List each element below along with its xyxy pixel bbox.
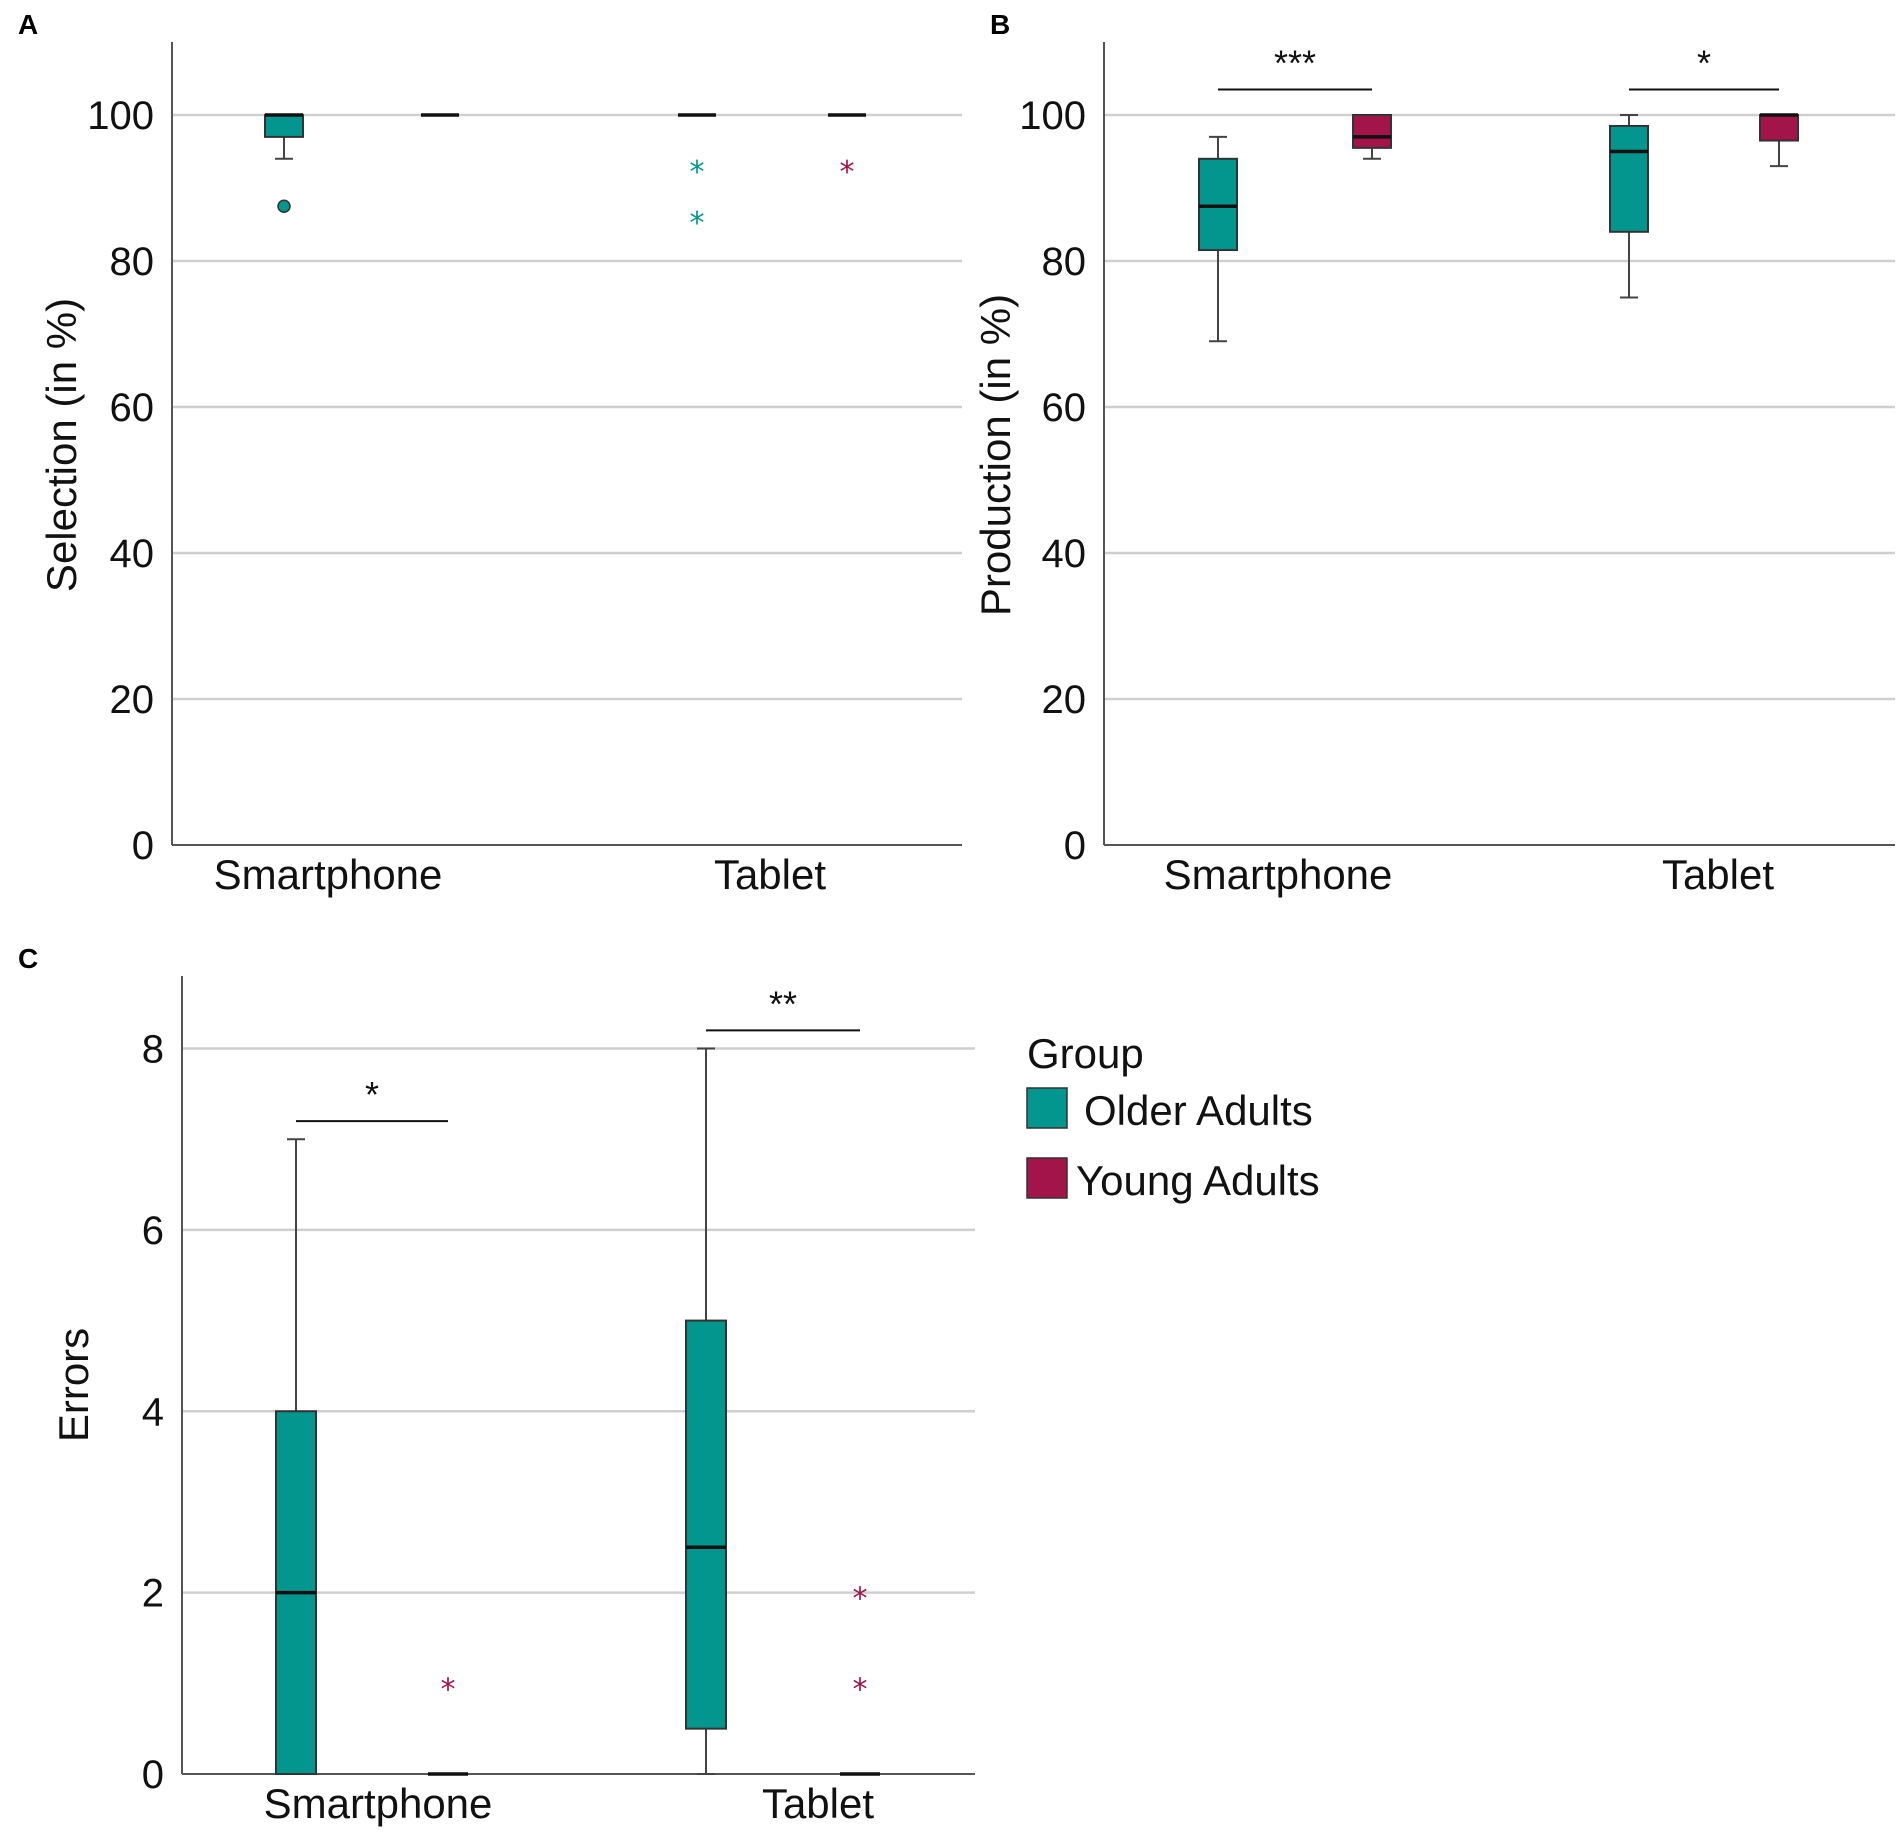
- y-tick-a-20: 20: [110, 678, 155, 722]
- y-tick-c-8: 8: [142, 1028, 164, 1072]
- y-tick-a-60: 60: [110, 386, 155, 430]
- y-tick-b-60: 60: [1042, 386, 1087, 430]
- y-tick-c-2: 2: [142, 1572, 164, 1616]
- legend-swatch-young-adults: [1026, 1157, 1068, 1199]
- x-tick-a-smartphone: Smartphone: [214, 851, 443, 898]
- box-c-tablet-young-adults-extreme-0: *: [853, 1582, 868, 1617]
- box-c-smartphone-young-adults-extreme-0: *: [441, 1672, 456, 1707]
- legend: Group Older Adults Young Adults: [1026, 1030, 1320, 1204]
- box-a-smartphone-older-adults-outlier-0: [277, 199, 291, 213]
- x-tick-b-smartphone: Smartphone: [1164, 851, 1393, 898]
- y-axis-title-a: Selection (in %): [38, 298, 85, 592]
- panel-label-c: C: [18, 943, 38, 974]
- x-tick-c-tablet: Tablet: [762, 1780, 874, 1827]
- box-c-tablet-older-adults-body: [685, 1319, 727, 1730]
- box-b-tablet-young-adults-body: [1759, 114, 1799, 142]
- panel-label-a: A: [18, 9, 38, 40]
- y-tick-b-40: 40: [1042, 532, 1087, 576]
- legend-label-young-adults: Young Adults: [1076, 1157, 1320, 1204]
- box-a-tablet-older-adults-extreme-1: *: [690, 206, 705, 241]
- box-a-tablet-older-adults-extreme-0: *: [690, 155, 705, 190]
- significance-label-c-smartphone: *: [365, 1074, 379, 1115]
- y-axis-title-b: Production (in %): [972, 294, 1019, 616]
- panel-label-b: B: [990, 9, 1010, 40]
- y-tick-a-40: 40: [110, 532, 155, 576]
- x-tick-b-tablet: Tablet: [1662, 851, 1774, 898]
- x-tick-c-smartphone: Smartphone: [264, 1780, 493, 1827]
- y-tick-c-6: 6: [142, 1209, 164, 1253]
- legend-title: Group: [1027, 1030, 1144, 1077]
- significance-label-b-smartphone: ***: [1274, 42, 1316, 83]
- y-tick-c-4: 4: [142, 1390, 164, 1434]
- legend-swatch-older-adults: [1026, 1087, 1068, 1129]
- x-tick-a-tablet: Tablet: [714, 851, 826, 898]
- box-b-smartphone-young-adults-body: [1352, 114, 1392, 149]
- y-axis-title-c: Errors: [50, 1328, 97, 1442]
- box-a-tablet-young-adults-extreme-0: *: [840, 155, 855, 190]
- box-b-smartphone-older-adults-body: [1198, 157, 1238, 252]
- box-a-smartphone-older-adults-body: [264, 114, 304, 138]
- y-tick-c-0: 0: [142, 1753, 164, 1797]
- significance-label-b-tablet: *: [1697, 42, 1711, 83]
- panel-a: A Selection (in %) 0 20 40 60 80 100 Smartphon…: [18, 9, 962, 898]
- y-tick-a-80: 80: [110, 240, 155, 284]
- y-tick-b-0: 0: [1064, 824, 1086, 868]
- significance-label-c-tablet: **: [769, 983, 797, 1024]
- legend-label-older-adults: Older Adults: [1084, 1087, 1313, 1134]
- box-b-tablet-older-adults-body: [1609, 124, 1649, 233]
- y-tick-b-100: 100: [1019, 94, 1086, 138]
- y-tick-b-20: 20: [1042, 678, 1087, 722]
- y-tick-b-80: 80: [1042, 240, 1087, 284]
- y-tick-a-0: 0: [132, 824, 154, 868]
- panel-b: B Production (in %) 0 20 40 60 80 100 Smartpho…: [972, 9, 1895, 898]
- box-c-tablet-young-adults-extreme-1: *: [853, 1672, 868, 1707]
- y-tick-a-100: 100: [87, 94, 154, 138]
